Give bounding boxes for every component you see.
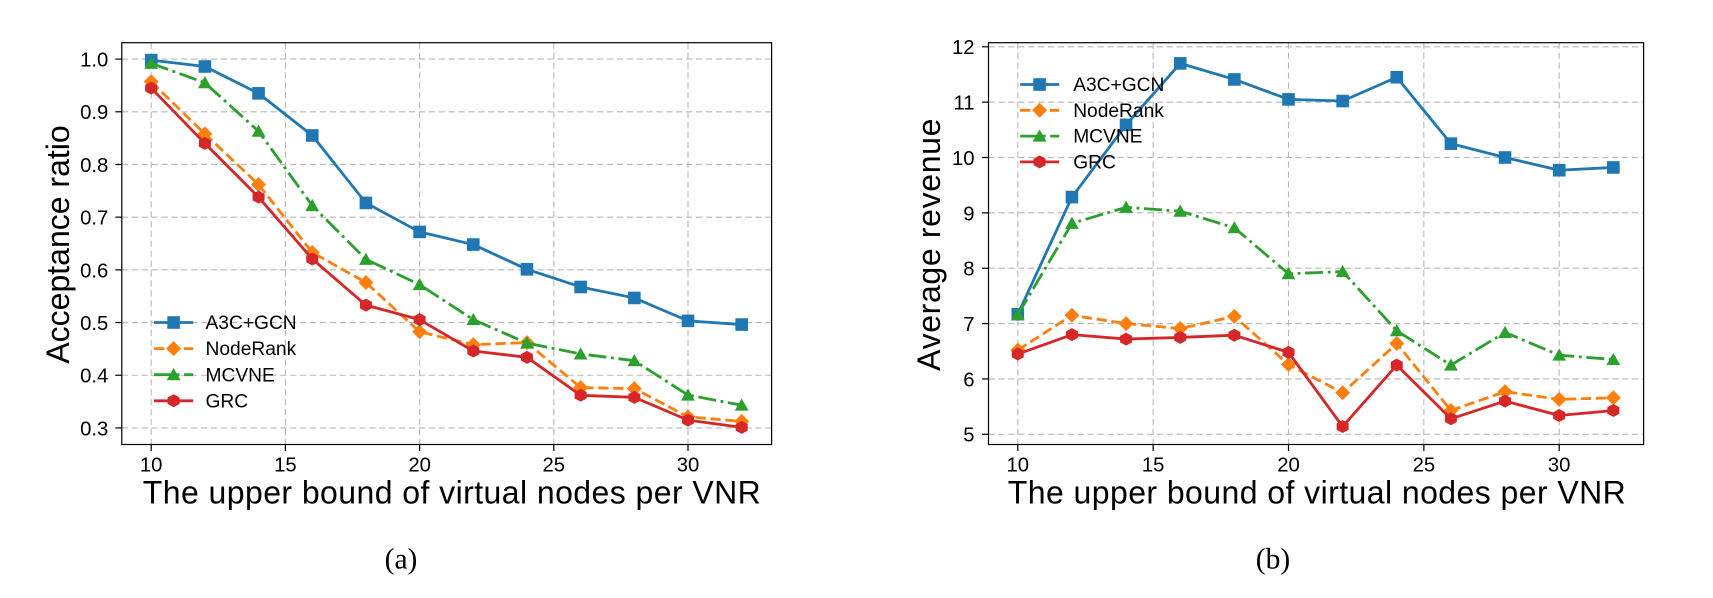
svg-text:10: 10 xyxy=(1007,454,1030,476)
svg-text:A3C+GCN: A3C+GCN xyxy=(1073,75,1164,96)
svg-text:0.5: 0.5 xyxy=(80,313,108,335)
svg-text:NodeRank: NodeRank xyxy=(206,339,297,360)
svg-text:(a): (a) xyxy=(385,544,418,576)
svg-text:0.9: 0.9 xyxy=(80,102,108,124)
svg-text:Average revenue: Average revenue xyxy=(911,118,947,371)
svg-text:Acceptance ratio: Acceptance ratio xyxy=(40,125,76,363)
svg-text:25: 25 xyxy=(1413,454,1436,476)
svg-text:30: 30 xyxy=(677,454,700,476)
svg-text:15: 15 xyxy=(1142,454,1165,476)
svg-text:(b): (b) xyxy=(1256,544,1290,576)
svg-text:30: 30 xyxy=(1548,454,1571,476)
svg-text:11: 11 xyxy=(953,93,974,115)
svg-text:A3C+GCN: A3C+GCN xyxy=(206,313,297,334)
svg-text:1.0: 1.0 xyxy=(80,50,108,72)
svg-text:0.8: 0.8 xyxy=(80,155,108,177)
svg-text:15: 15 xyxy=(274,454,297,476)
svg-text:MCVNE: MCVNE xyxy=(206,365,275,386)
svg-text:5: 5 xyxy=(963,425,974,447)
svg-text:GRC: GRC xyxy=(206,391,249,412)
svg-text:9: 9 xyxy=(963,203,974,225)
svg-text:MCVNE: MCVNE xyxy=(1073,127,1142,148)
svg-text:8: 8 xyxy=(963,259,974,281)
svg-text:10: 10 xyxy=(952,148,975,170)
svg-text:20: 20 xyxy=(408,454,431,476)
svg-text:0.3: 0.3 xyxy=(80,418,108,440)
svg-text:6: 6 xyxy=(963,369,974,391)
svg-text:20: 20 xyxy=(1277,454,1300,476)
svg-text:0.4: 0.4 xyxy=(80,366,108,388)
svg-text:0.7: 0.7 xyxy=(80,208,108,230)
svg-text:12: 12 xyxy=(952,37,975,59)
svg-text:7: 7 xyxy=(963,314,974,336)
svg-text:0.6: 0.6 xyxy=(80,260,108,282)
svg-text:10: 10 xyxy=(140,454,163,476)
svg-text:NodeRank: NodeRank xyxy=(1073,101,1164,122)
svg-text:25: 25 xyxy=(543,454,566,476)
svg-text:GRC: GRC xyxy=(1073,153,1116,174)
svg-text:The upper bound of virtual nod: The upper bound of virtual nodes per VNR xyxy=(143,474,761,510)
svg-text:The upper bound of virtual nod: The upper bound of virtual nodes per VNR xyxy=(1008,474,1626,510)
